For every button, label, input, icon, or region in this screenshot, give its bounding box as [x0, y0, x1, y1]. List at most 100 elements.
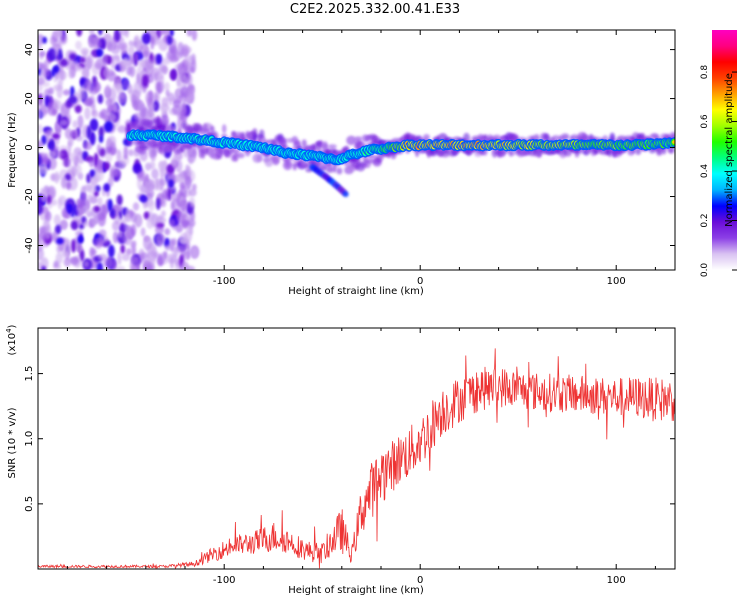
spectrogram-noise-blob [102, 54, 108, 67]
spectrogram-noise-blob [38, 202, 44, 215]
spectrogram-noise-blob [153, 91, 159, 102]
spectrogram-noise-blob [139, 194, 148, 203]
spectrogram-noise-blob [132, 202, 140, 211]
spectrogram-noise-blob [164, 228, 171, 236]
spectrogram-noise-blob [77, 197, 86, 209]
spectrogram-noise-blob [48, 149, 56, 160]
spectrogram-noise-blob [97, 30, 103, 36]
snr-scale-base: (x10 [7, 333, 18, 356]
spectrogram-halo-blob [322, 141, 328, 151]
spectrogram-halo-blob [336, 167, 343, 175]
spectrogram-noise-blob [168, 98, 173, 106]
spectrogram-noise-blob [110, 114, 117, 122]
spectrogram-noise-blob [168, 44, 178, 54]
spectrogram-noise-blob [75, 135, 84, 142]
spectrogram-noise-blob [120, 244, 126, 254]
spectrogram-noise-blob [87, 34, 98, 48]
spectrogram-halo-blob [252, 128, 258, 137]
figure-title: C2E2.2025.332.00.41.E33 [289, 2, 461, 17]
spectrogram-noise-blob [58, 70, 68, 81]
spectrogram-noise-blob [47, 102, 52, 110]
spectrogram-noise-blob [129, 65, 136, 78]
spectrogram-noise-blob [112, 83, 122, 92]
spectrogram-noise-blob [39, 70, 47, 84]
spectrogram-halo-blob [561, 133, 570, 140]
spectrogram-noise-blob [57, 78, 64, 87]
spectrogram-noise-blob [175, 223, 183, 233]
spectrogram-noise-blob [155, 53, 163, 65]
spectrogram-noise-blob [98, 253, 108, 261]
spectrogram-halo-blob [190, 149, 197, 157]
spectrogram-noise-blob [136, 178, 142, 190]
spectrogram-noise-blob [89, 118, 99, 132]
spectrogram-noise-blob [176, 212, 185, 223]
spectrogram-noise-blob [76, 30, 83, 37]
spectrogram-noise-blob [145, 235, 150, 243]
spectrogram-noise-blob [82, 220, 90, 227]
spectrogram-noise-blob [147, 97, 153, 108]
spectrogram-noise-blob [70, 239, 77, 253]
spectrogram-noise-blob [61, 219, 68, 230]
spectrogram-noise-blob [141, 74, 149, 87]
spectrogram-noise-blob [71, 165, 78, 177]
spectrogram-noise-blob [51, 43, 62, 50]
svg-text:(x104): (x104) [5, 324, 18, 355]
spectrogram-noise-blob [42, 36, 47, 44]
spectrogram-noise-blob [91, 248, 97, 256]
spectrogram-noise-blob [111, 260, 117, 270]
spectrogram-noise-blob [151, 168, 159, 180]
spectrogram-noise-blob [170, 200, 175, 211]
spectrogram-noise-blob [86, 173, 91, 184]
spectrogram-noise-blob [77, 114, 84, 129]
spectrogram-noise-blob [70, 220, 79, 230]
spectrogram-halo-blob [210, 125, 215, 134]
spectrogram-noise-blob [190, 59, 197, 73]
spectrogram-noise-blob [88, 158, 95, 168]
spectrogram-noise-blob [181, 219, 189, 228]
spectrogram-noise-blob [125, 248, 132, 256]
spectrogram-noise-blob [125, 208, 130, 221]
spectrogram-noise-blob [54, 30, 63, 38]
spectrogram-noise-blob [155, 233, 166, 244]
spectrogram-halo-blob [669, 131, 675, 139]
spectrogram-noise-blob [108, 244, 115, 258]
spectrogram-noise-blob [83, 78, 92, 91]
snr-ylabel: SNR (10 * v/v) [7, 407, 18, 478]
spectrogram-noise-blob [117, 251, 122, 266]
spectrogram-noise-blob [158, 161, 169, 173]
spectrogram-noise-blob [117, 125, 127, 134]
spectrogram-halo-blob [264, 157, 274, 167]
spectrogram-noise-blob [68, 136, 74, 147]
snr-y-axis: 0.5 1.0 1.5 [24, 366, 675, 512]
spectrogram-ylabel: Frequency (Hz) [7, 112, 18, 188]
spectrogram-noise-blob [107, 198, 113, 212]
spectrogram-noise-blob [191, 53, 196, 61]
spectrogram-noise-blob [38, 98, 43, 110]
spectrogram-halo-blob [439, 134, 447, 139]
spectrogram-noise-blob [38, 43, 43, 51]
y-tick-label: -20 [24, 188, 35, 204]
snr-panel: -100 0 100 0.5 1.0 1.5 Height of straight li… [5, 324, 676, 596]
spectrogram-halo-blob [493, 134, 501, 139]
spectrogram-noise-blob [60, 177, 68, 189]
snr-series-line [38, 348, 675, 569]
spectrogram-noise-blob [104, 121, 114, 133]
spectrogram-noise-blob [77, 219, 82, 226]
spectrogram-halo-blob [221, 124, 227, 134]
snr-xlabel: Height of straight line (km) [288, 585, 424, 596]
spectrogram-noise-blob [181, 261, 189, 270]
spectrogram-noise-blob [75, 40, 82, 50]
spectrogram-noise-blob [128, 149, 134, 157]
spectrogram-noise-blob [67, 152, 78, 162]
spectrogram-noise-blob [182, 100, 187, 114]
spectrogram-noise-blob [164, 82, 170, 91]
spectrogram-noise-blob [183, 229, 193, 243]
spectrogram-noise-blob [144, 162, 152, 171]
spectrogram-noise-blob [147, 178, 155, 191]
spectrogram-halo-blob [252, 133, 257, 143]
spectrogram-noise-blob [41, 265, 47, 270]
spectrogram-noise-blob [101, 204, 107, 218]
spectrogram-noise-blob [124, 30, 130, 39]
spectrogram-noise-blob [86, 125, 92, 140]
spectrogram-noise-blob [83, 141, 93, 151]
